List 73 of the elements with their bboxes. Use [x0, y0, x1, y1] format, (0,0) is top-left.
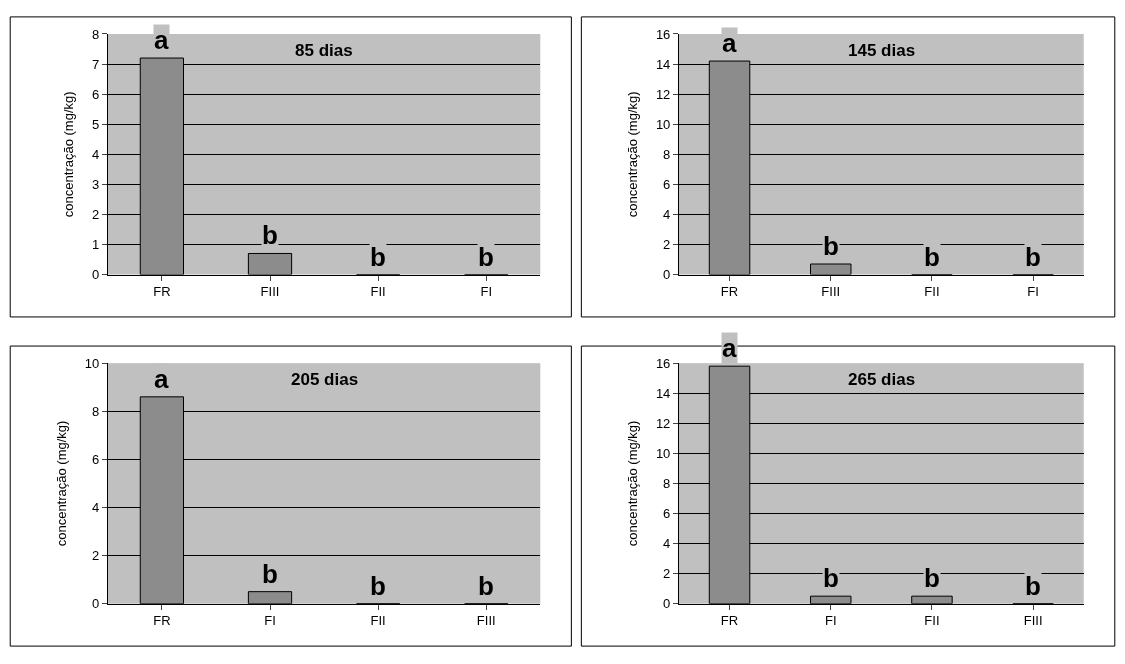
y-axis-title: concentração (mg/kg) — [53, 420, 69, 547]
y-tick-label: 10 — [655, 116, 671, 132]
y-axis-title: concentração (mg/kg) — [624, 420, 640, 547]
y-tick-label: 7 — [91, 56, 100, 72]
x-tick-label: FIII — [1023, 613, 1043, 629]
annotation: b — [924, 242, 940, 272]
y-tick-label: 0 — [91, 267, 100, 283]
x-tick-label: FR — [153, 613, 171, 629]
x-tick-label: FR — [153, 284, 171, 300]
y-axis-title: concentração (mg/kg) — [60, 91, 76, 218]
y-tick-label: 4 — [663, 536, 671, 552]
y-axis-title: concentração (mg/kg) — [624, 91, 640, 218]
y-tick-label: 12 — [655, 86, 671, 102]
annotation: b — [262, 220, 278, 250]
x-tick-label: FIII — [821, 284, 841, 300]
annotation: b — [823, 231, 839, 261]
x-tick-label: FI — [1027, 284, 1039, 300]
y-tick-label: 14 — [655, 385, 671, 401]
y-tick-label: 6 — [663, 506, 671, 522]
annotation: b — [262, 559, 278, 589]
y-tick-label: 8 — [663, 475, 671, 491]
x-tick-label: FR — [720, 284, 739, 300]
x-tick-label: FII — [370, 284, 386, 300]
annotation: b — [1025, 242, 1041, 272]
y-tick-label: 6 — [91, 86, 100, 102]
chart-title: 265 dias — [848, 370, 916, 389]
annotation: a — [154, 25, 169, 55]
y-tick-label: 4 — [663, 206, 671, 222]
y-tick-label: 16 — [655, 26, 671, 42]
x-tick-label: FI — [264, 613, 276, 629]
y-tick-label: 3 — [91, 176, 100, 192]
y-tick-label: 0 — [91, 596, 100, 612]
annotation: b — [478, 571, 494, 601]
y-tick-label: 10 — [84, 355, 100, 371]
y-tick-label: 0 — [663, 267, 671, 283]
chart-title: 205 dias — [291, 370, 359, 389]
y-tick-label: 1 — [91, 237, 100, 253]
x-tick-label: FII — [924, 613, 940, 629]
y-tick-label: 12 — [655, 415, 671, 431]
y-tick-label: 6 — [663, 176, 671, 192]
annotation: b — [370, 242, 386, 272]
y-tick-label: 2 — [663, 566, 671, 582]
y-tick-label: 2 — [91, 206, 100, 222]
y-tick-label: 4 — [91, 146, 100, 162]
chart-title: 85 dias — [295, 41, 353, 60]
y-tick-label: 8 — [663, 146, 671, 162]
y-tick-label: 6 — [91, 451, 100, 467]
annotation: b — [1025, 571, 1041, 601]
annotation: b — [823, 563, 839, 593]
x-tick-label: FII — [370, 613, 386, 629]
annotation: b — [370, 571, 386, 601]
y-tick-label: 16 — [655, 355, 671, 371]
y-tick-label: 2 — [91, 548, 100, 564]
y-tick-label: 10 — [655, 445, 671, 461]
y-tick-label: 2 — [663, 237, 671, 253]
x-tick-label: FR — [720, 613, 739, 629]
annotation: b — [478, 242, 494, 272]
annotation: a — [154, 364, 169, 394]
y-tick-label: 14 — [655, 56, 671, 72]
y-tick-label: 0 — [663, 596, 671, 612]
x-tick-label: FIII — [260, 284, 280, 300]
x-tick-label: FIII — [476, 613, 496, 629]
annotation: a — [722, 28, 737, 58]
y-tick-label: 5 — [91, 116, 100, 132]
x-tick-label: FI — [480, 284, 493, 300]
annotation: a — [722, 333, 737, 363]
x-tick-label: FI — [824, 613, 837, 629]
y-tick-label: 4 — [91, 500, 100, 516]
y-tick-label: 8 — [91, 26, 100, 42]
x-tick-label: FII — [924, 284, 940, 300]
y-tick-label: 8 — [91, 403, 100, 419]
chart-title: 145 dias — [848, 41, 916, 60]
annotation: b — [924, 563, 940, 593]
